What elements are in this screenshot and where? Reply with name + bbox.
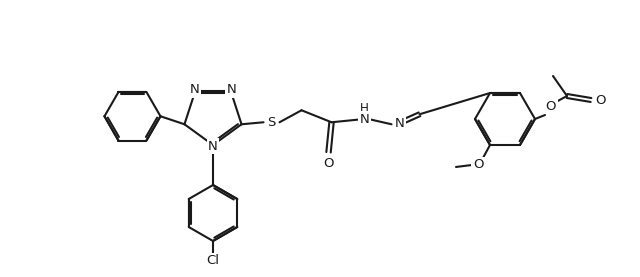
Text: S: S xyxy=(268,116,276,129)
Text: O: O xyxy=(546,99,556,112)
Text: O: O xyxy=(473,158,483,171)
Text: Cl: Cl xyxy=(207,255,220,268)
Text: N: N xyxy=(189,83,199,96)
Text: H: H xyxy=(360,102,369,115)
Text: N: N xyxy=(208,140,218,153)
Text: N: N xyxy=(227,83,237,96)
Text: N: N xyxy=(360,113,369,126)
Text: N: N xyxy=(395,117,404,130)
Text: O: O xyxy=(323,157,334,170)
Text: O: O xyxy=(596,94,606,106)
